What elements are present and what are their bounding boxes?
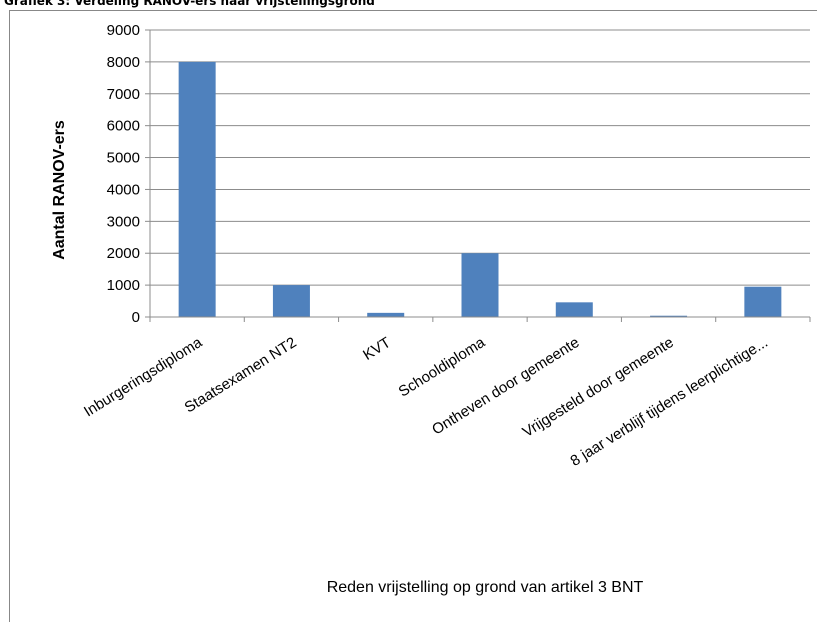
y-tick-label: 7000 bbox=[107, 86, 140, 103]
y-tick-label: 0 bbox=[132, 309, 140, 326]
y-tick-label: 9000 bbox=[107, 22, 140, 39]
bar bbox=[178, 61, 216, 318]
bar bbox=[555, 302, 593, 317]
bar bbox=[367, 312, 405, 317]
x-tick-label: KVT bbox=[360, 334, 394, 364]
x-tick-label: Schooldiploma bbox=[396, 334, 489, 401]
bar bbox=[461, 253, 499, 317]
chart-caption: Grafiek 3: Verdeling RANOV-ers naar vrij… bbox=[4, 0, 375, 8]
y-axis-title: Aantal RANOV-ers bbox=[51, 120, 68, 260]
y-tick-label: 2000 bbox=[107, 245, 140, 262]
y-tick-labels: 0 1000 2000 3000 4000 5000 6000 7000 8000 9000 bbox=[107, 22, 150, 326]
y-tick-label: 3000 bbox=[107, 213, 140, 230]
x-tick-label: Ontheven door gemeente bbox=[429, 334, 582, 439]
bar bbox=[650, 315, 688, 317]
gridlines bbox=[150, 29, 810, 286]
y-tick-label: 6000 bbox=[107, 118, 140, 135]
axes bbox=[149, 30, 811, 322]
y-tick-label: 4000 bbox=[107, 181, 140, 198]
bar bbox=[744, 286, 782, 317]
x-axis-title: Reden vrijstelling op grond van artikel … bbox=[327, 579, 644, 596]
y-tick-label: 5000 bbox=[107, 150, 140, 167]
x-tick-label: 8 jaar verblijf tijdens leerplichtige... bbox=[568, 334, 771, 470]
y-tick-label: 1000 bbox=[107, 277, 140, 294]
bars bbox=[178, 61, 782, 318]
bar bbox=[272, 285, 310, 317]
chart-frame bbox=[9, 10, 817, 622]
x-tick-label: Vrijgesteld door gemeente bbox=[520, 334, 677, 441]
y-tick-label: 8000 bbox=[107, 54, 140, 71]
